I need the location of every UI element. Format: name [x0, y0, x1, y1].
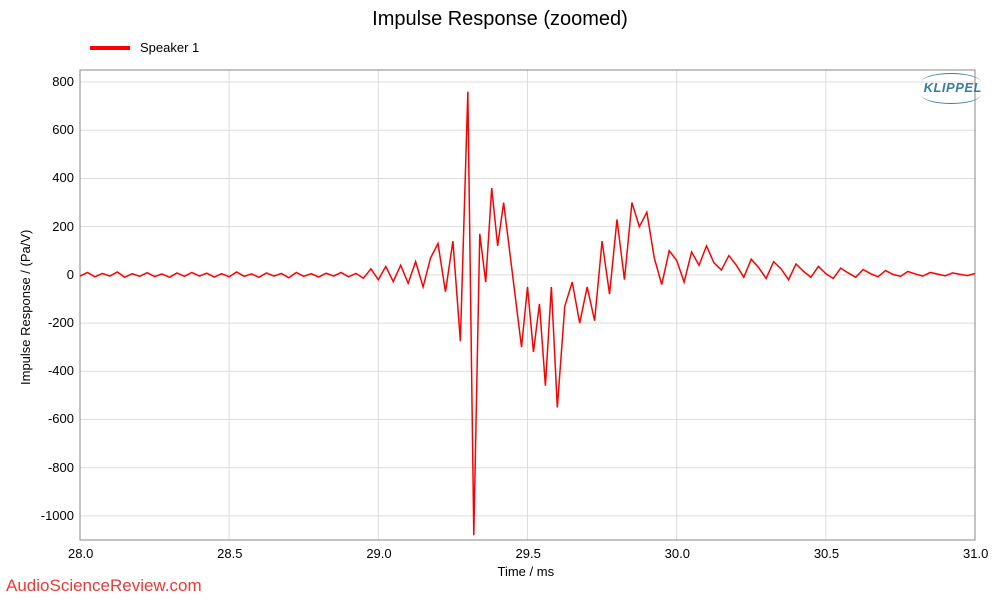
y-tick-label: 400	[52, 170, 74, 185]
x-tick-label: 30.5	[814, 546, 839, 561]
footer-attribution: AudioScienceReview.com	[6, 576, 202, 596]
y-tick-label: -600	[48, 411, 74, 426]
x-tick-label: 29.0	[366, 546, 391, 561]
y-tick-label: 200	[52, 219, 74, 234]
y-tick-label: 800	[52, 74, 74, 89]
chart-plot-area	[0, 0, 1000, 600]
y-tick-label: -200	[48, 315, 74, 330]
y-axis-label: Impulse Response / (Pa/V)	[18, 230, 33, 385]
y-tick-label: 0	[67, 267, 74, 282]
klippel-logo: KLIPPEL	[924, 80, 982, 95]
y-tick-label: -400	[48, 363, 74, 378]
x-tick-label: 29.5	[516, 546, 541, 561]
x-tick-label: 28.0	[68, 546, 93, 561]
y-tick-label: -1000	[41, 508, 74, 523]
x-axis-label: Time / ms	[498, 564, 555, 579]
y-tick-label: 600	[52, 122, 74, 137]
logo-arc-bottom	[921, 85, 981, 104]
x-tick-label: 31.0	[963, 546, 988, 561]
x-tick-label: 28.5	[217, 546, 242, 561]
chart-container: { "chart": { "type": "line", "title": "I…	[0, 0, 1000, 600]
x-tick-label: 30.0	[665, 546, 690, 561]
y-tick-label: -800	[48, 460, 74, 475]
